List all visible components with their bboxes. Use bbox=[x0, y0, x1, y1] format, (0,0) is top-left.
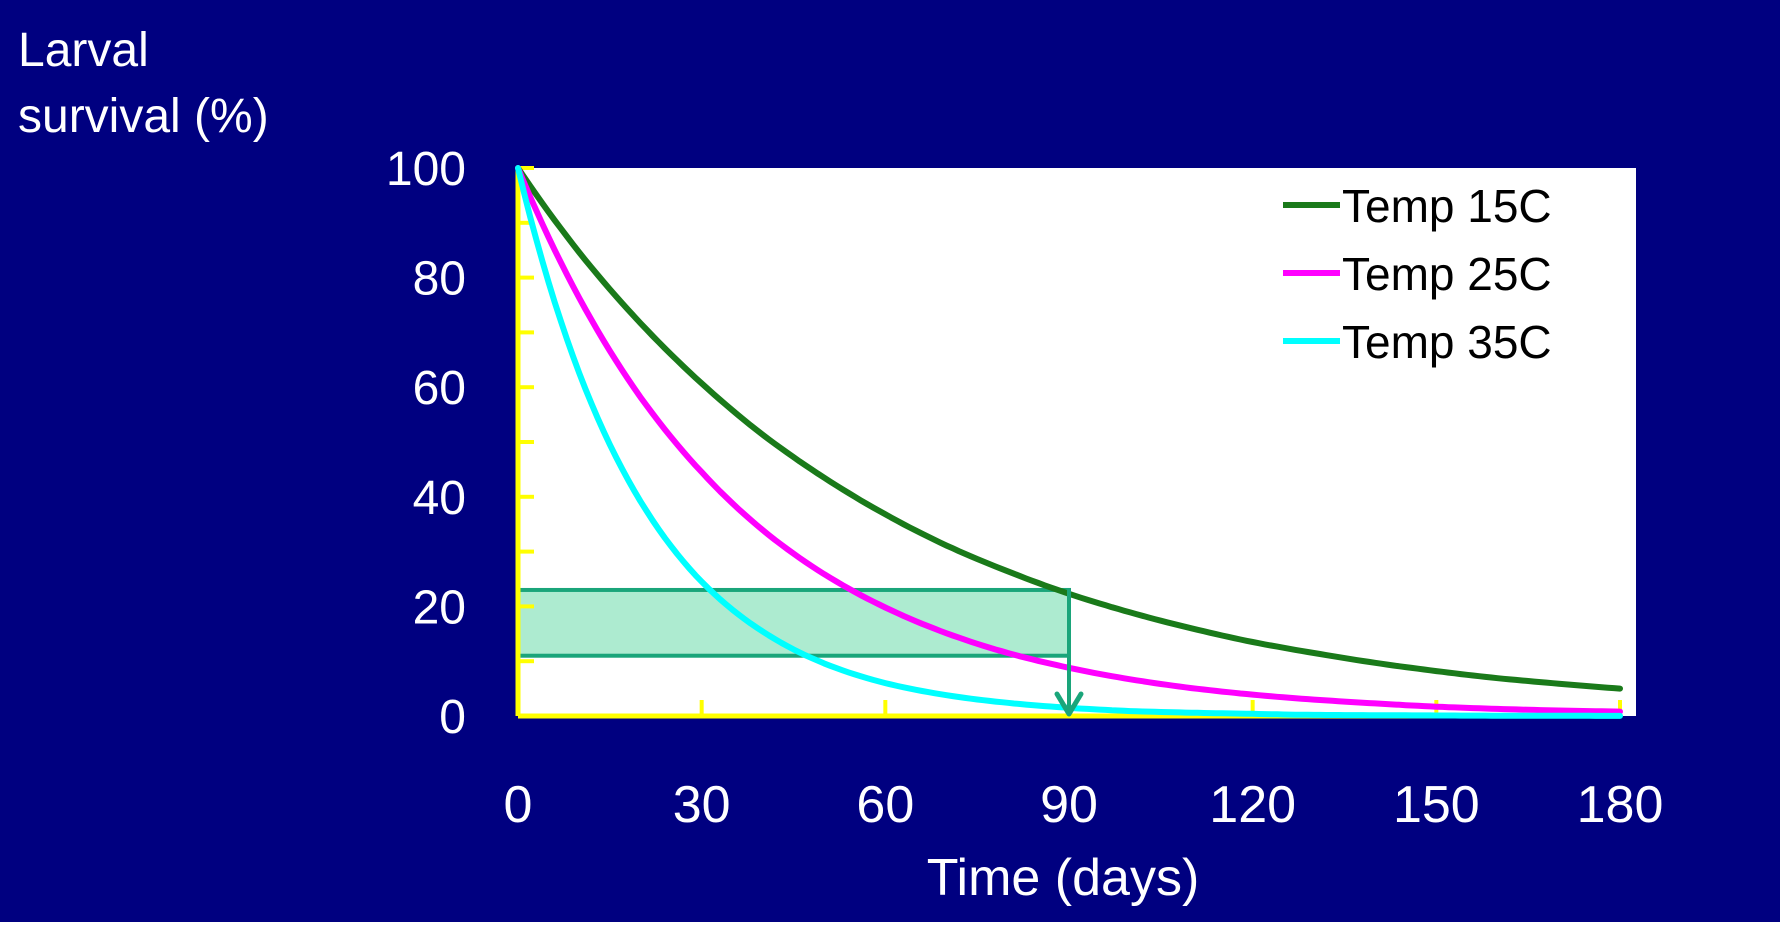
legend: Temp 15C Temp 25C Temp 35C bbox=[1270, 168, 1636, 373]
x-tick-label: 30 bbox=[673, 776, 731, 834]
arrow-layer bbox=[1054, 589, 1084, 717]
y-tick-label: 40 bbox=[413, 472, 466, 525]
x-tick-label: 60 bbox=[856, 776, 914, 834]
x-tick-label: 90 bbox=[1040, 776, 1098, 834]
legend-label-2: Temp 25C bbox=[1342, 248, 1552, 300]
x-tick-label: 0 bbox=[504, 776, 533, 834]
tick-label-layer: 0 20 40 60 80 100 0 30 60 90 120 150 180 bbox=[386, 143, 1663, 834]
y-axis-label-line-2: survival (%) bbox=[18, 90, 269, 143]
y-tick-label: 80 bbox=[413, 253, 466, 306]
y-tick-label: 100 bbox=[386, 143, 466, 196]
x-tick-label: 180 bbox=[1577, 776, 1664, 834]
x-tick-label: 150 bbox=[1393, 776, 1480, 834]
y-tick-label: 20 bbox=[413, 581, 466, 634]
x-axis-label: Time (days) bbox=[927, 849, 1200, 907]
y-tick-label: 0 bbox=[439, 691, 466, 744]
y-axis-label-line-1: Larval bbox=[18, 24, 149, 77]
x-tick-label: 120 bbox=[1209, 776, 1296, 834]
legend-label-1: Temp 15C bbox=[1342, 180, 1552, 232]
y-tick-label: 60 bbox=[413, 362, 466, 415]
legend-label-3: Temp 35C bbox=[1342, 316, 1552, 368]
highlight-arrow-head bbox=[1054, 691, 1084, 717]
